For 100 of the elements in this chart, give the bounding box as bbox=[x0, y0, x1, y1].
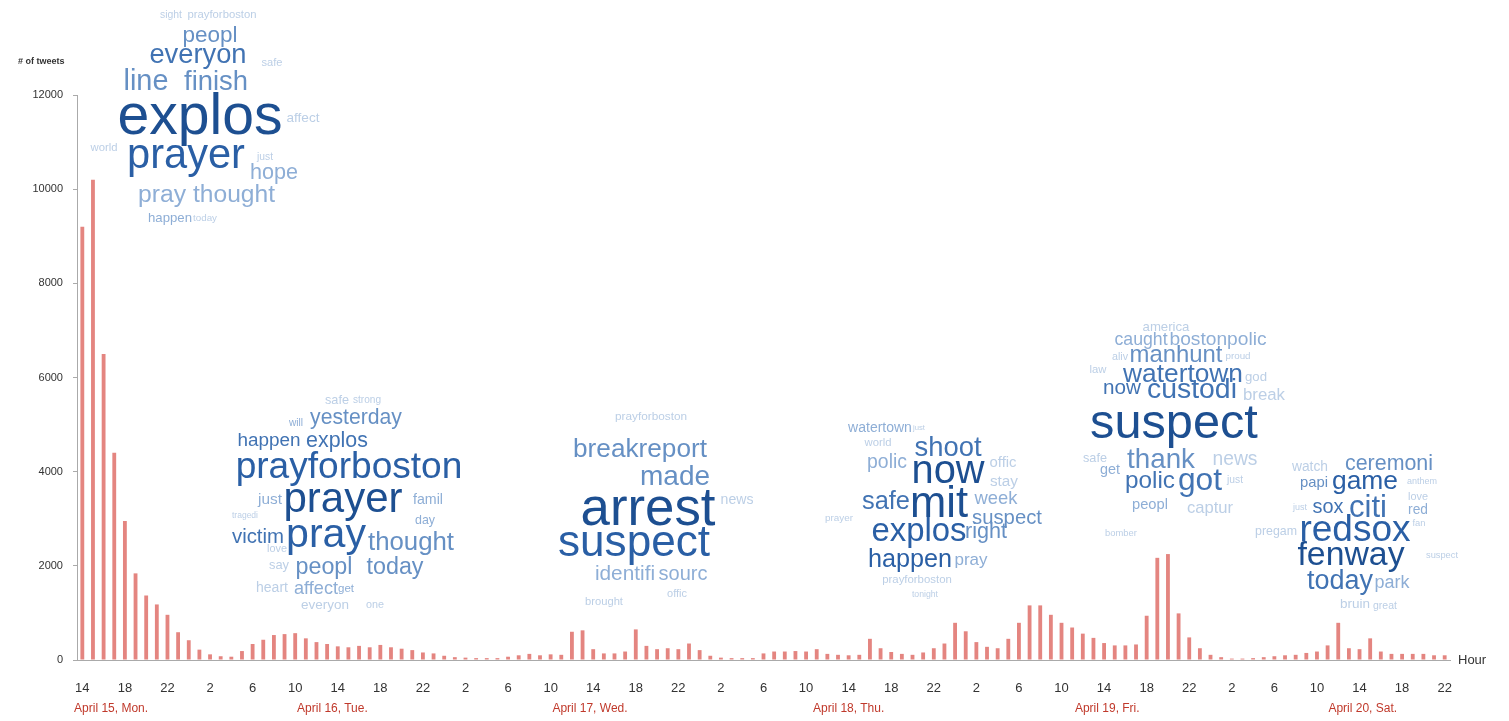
bar bbox=[218, 656, 223, 660]
bar bbox=[921, 652, 926, 660]
bar bbox=[1261, 657, 1266, 660]
bar bbox=[271, 635, 276, 660]
bar bbox=[857, 654, 862, 660]
annotation: will bbox=[287, 416, 304, 428]
bar bbox=[1176, 613, 1181, 660]
bar bbox=[1293, 654, 1298, 660]
text: April 20, Sat. bbox=[1328, 701, 1398, 716]
annotation: captur bbox=[1186, 497, 1234, 517]
bar bbox=[303, 638, 308, 660]
annotation: love bbox=[1408, 490, 1428, 502]
bar bbox=[1304, 652, 1309, 660]
y-tick-label: 12000 bbox=[32, 88, 63, 101]
bar bbox=[1378, 651, 1383, 660]
annotation: bomber bbox=[1105, 526, 1137, 538]
bar bbox=[421, 652, 425, 660]
bar bbox=[399, 648, 404, 660]
bar bbox=[814, 649, 819, 660]
annotation: shoot bbox=[914, 430, 982, 462]
bar bbox=[591, 649, 596, 660]
bar bbox=[176, 632, 181, 660]
bar bbox=[889, 652, 894, 660]
y-tick-label: 6000 bbox=[38, 370, 63, 383]
annotation: anthem bbox=[1406, 476, 1438, 487]
x-tick-label: 2 bbox=[972, 680, 980, 696]
bar bbox=[985, 646, 989, 660]
bar bbox=[655, 649, 659, 660]
x-tick-label: 10 bbox=[543, 680, 558, 696]
bar bbox=[623, 651, 628, 660]
annotation: thought bbox=[192, 179, 276, 207]
annotation: affect bbox=[294, 578, 338, 598]
bar bbox=[612, 653, 617, 660]
annotation: papi bbox=[1300, 474, 1328, 491]
bar bbox=[1368, 638, 1373, 660]
annotation: yesterday bbox=[310, 404, 403, 429]
annotation: god bbox=[1244, 368, 1268, 384]
annotation: thought bbox=[367, 527, 455, 556]
bar bbox=[144, 595, 149, 660]
x-tick-label: 22 bbox=[415, 680, 431, 696]
bar bbox=[410, 650, 415, 660]
bar bbox=[101, 353, 106, 660]
bar bbox=[527, 653, 532, 660]
annotation: offic bbox=[667, 587, 688, 600]
x-tick-label: 18 bbox=[883, 680, 899, 696]
bar bbox=[868, 638, 872, 660]
annotation: aliv bbox=[1111, 349, 1129, 362]
annotation: red bbox=[1408, 501, 1428, 517]
bar bbox=[931, 648, 936, 660]
annotation: brought bbox=[585, 595, 624, 608]
annotation: great bbox=[1373, 598, 1398, 611]
bar bbox=[1315, 651, 1319, 660]
x-tick-label: 6 bbox=[1270, 680, 1278, 696]
bar bbox=[122, 521, 127, 660]
x-tick-label: 18 bbox=[117, 680, 133, 696]
bar bbox=[804, 651, 808, 660]
bar bbox=[1070, 627, 1075, 660]
x-tick-label: 6 bbox=[249, 680, 257, 696]
text: April 18, Thu. bbox=[813, 701, 885, 716]
x-tick-label: 10 bbox=[287, 680, 303, 696]
x-tick-label: 2 bbox=[461, 680, 470, 696]
bar bbox=[676, 649, 681, 660]
bar bbox=[112, 452, 117, 660]
annotation: fan bbox=[1412, 516, 1426, 528]
annotation: watertown bbox=[847, 418, 912, 435]
annotation: offic bbox=[989, 454, 1018, 471]
annotation: prayer bbox=[825, 511, 854, 523]
bar bbox=[1219, 657, 1224, 660]
annotation: just bbox=[1225, 473, 1244, 485]
bar bbox=[633, 629, 638, 660]
bar bbox=[1102, 643, 1107, 660]
bar bbox=[1027, 605, 1032, 660]
bar bbox=[325, 643, 330, 660]
bar bbox=[1400, 653, 1405, 660]
bar bbox=[1197, 648, 1202, 660]
bar bbox=[963, 631, 968, 660]
bar bbox=[601, 653, 606, 660]
bar bbox=[250, 643, 255, 660]
annotation: tonight bbox=[911, 589, 939, 600]
bar bbox=[1336, 622, 1341, 660]
bar bbox=[293, 633, 298, 660]
bar bbox=[91, 179, 95, 660]
text: April 19, Fri. bbox=[1074, 701, 1140, 716]
bar bbox=[229, 656, 234, 660]
bar bbox=[1123, 645, 1128, 660]
bar bbox=[431, 653, 436, 660]
x-tick-label: 22 bbox=[160, 680, 175, 696]
text: sight bbox=[160, 8, 183, 20]
x-tick-label: 14 bbox=[841, 680, 856, 696]
bar bbox=[378, 644, 383, 660]
annotation: watch bbox=[1290, 458, 1329, 474]
x-tick-label: 10 bbox=[1054, 680, 1069, 696]
x-tick-label: 10 bbox=[798, 680, 814, 696]
bar bbox=[772, 651, 777, 660]
bar bbox=[1038, 605, 1043, 660]
bar bbox=[1144, 615, 1149, 660]
bar bbox=[516, 655, 521, 660]
bar bbox=[1410, 653, 1415, 660]
annotation: news bbox=[720, 490, 754, 507]
annotation: safe bbox=[325, 392, 349, 407]
